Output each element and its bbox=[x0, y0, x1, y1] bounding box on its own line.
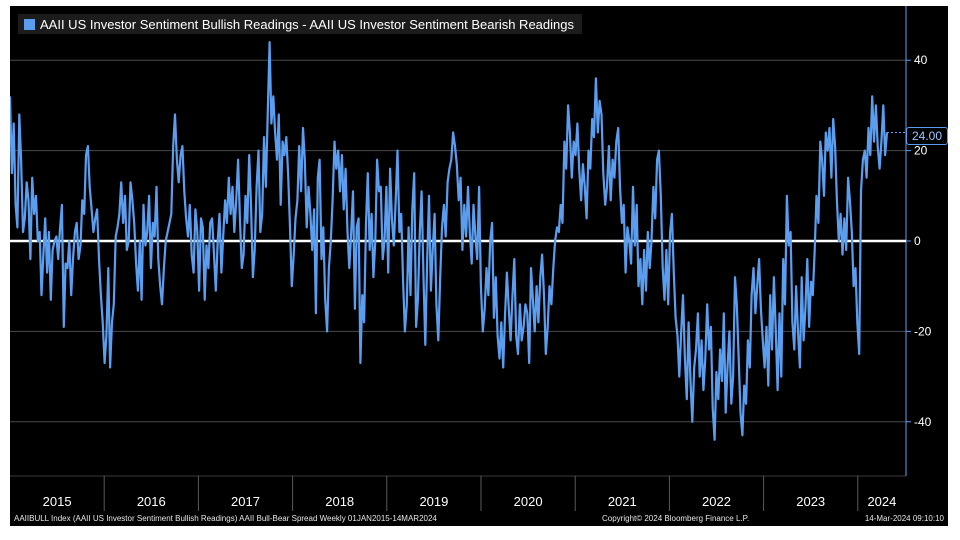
y-tick-label: -20 bbox=[914, 324, 932, 338]
x-tick-label: 2020 bbox=[514, 494, 543, 509]
chart-panel: 2015 2016 2017 2018 2019 2020 2021 2022 2023 2024… bbox=[10, 6, 948, 526]
x-tick-label: 2017 bbox=[231, 494, 260, 509]
x-tick-label: 2021 bbox=[608, 494, 637, 509]
x-tick-label: 2016 bbox=[137, 494, 166, 509]
year-axis: 2015 2016 2017 2018 2019 2020 2021 2022 2023 2024 bbox=[10, 475, 906, 511]
chart-svg: 2015 2016 2017 2018 2019 2020 2021 2022 2023 2024… bbox=[10, 6, 932, 511]
footer-security-description: AAIIBULL Index (AAII US Investor Sentime… bbox=[14, 514, 437, 523]
x-tick-label: 2019 bbox=[419, 494, 448, 509]
y-tick-label: -40 bbox=[914, 415, 932, 429]
x-tick-label: 2018 bbox=[325, 494, 354, 509]
last-value-badge: 24.00 bbox=[906, 127, 948, 145]
x-tick-label: 2022 bbox=[702, 494, 731, 509]
y-tick-label: 40 bbox=[914, 53, 928, 67]
y-tick-label: 20 bbox=[914, 144, 928, 158]
y-tick-label: 0 bbox=[914, 234, 921, 248]
legend-swatch-icon bbox=[24, 18, 35, 30]
grid-layer bbox=[10, 59, 906, 423]
legend: AAII US Investor Sentiment Bullish Readi… bbox=[18, 14, 582, 34]
footer-timestamp: 14-Mar-2024 09:10:10 bbox=[864, 514, 944, 523]
footer-copyright: Copyright© 2024 Bloomberg Finance L.P. bbox=[602, 514, 750, 523]
legend-label: AAII US Investor Sentiment Bullish Readi… bbox=[40, 16, 574, 32]
x-tick-label: 2015 bbox=[43, 494, 72, 509]
footer-bar: AAIIBULL Index (AAII US Investor Sentime… bbox=[10, 512, 948, 526]
x-tick-label: 2024 bbox=[867, 494, 896, 509]
series-line-bull-bear-spread bbox=[10, 41, 889, 441]
x-tick-label: 2023 bbox=[796, 494, 825, 509]
